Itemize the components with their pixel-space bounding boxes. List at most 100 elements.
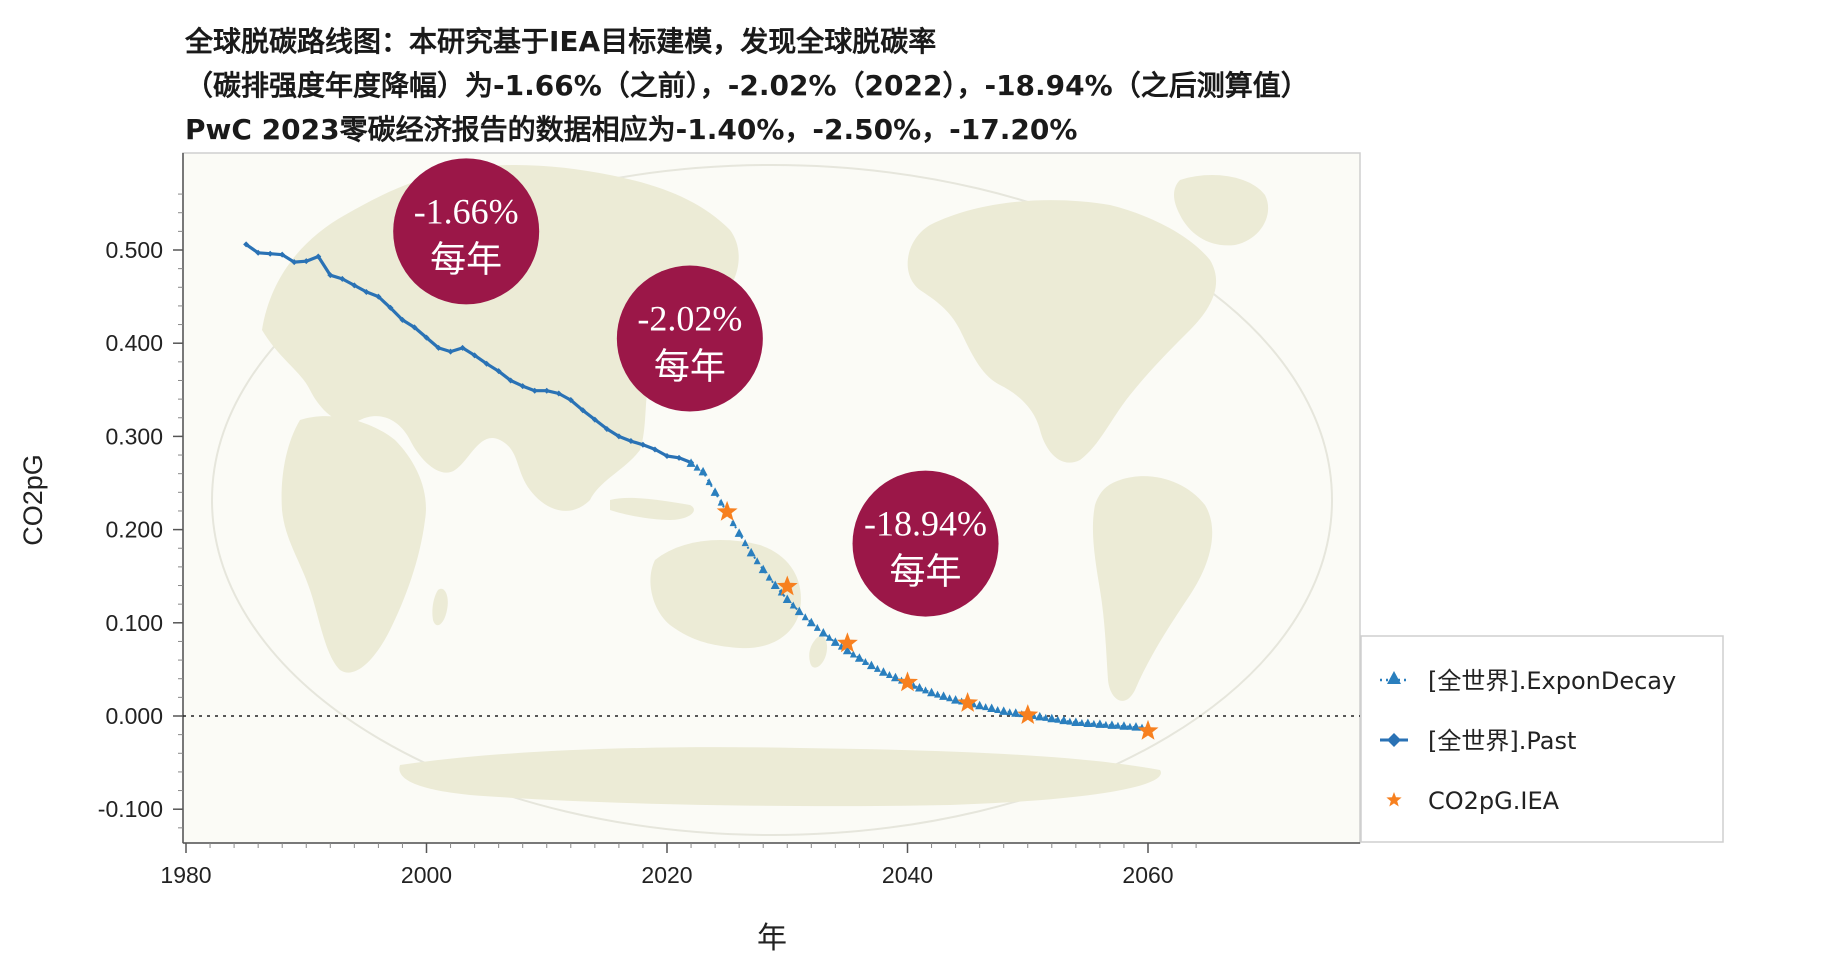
y-tick-label: 0.500	[105, 237, 163, 263]
rate-bubble-percent: -1.66%	[414, 191, 519, 231]
series-iea-star	[897, 671, 918, 692]
y-tick-label: 0.100	[105, 610, 163, 636]
series-expondecay-point	[1078, 718, 1086, 726]
series-expondecay-point	[1071, 717, 1081, 727]
series-expondecay-point	[741, 539, 749, 547]
series-past-point	[327, 272, 334, 279]
series-past-point	[243, 241, 250, 248]
map-land-indonesia	[610, 497, 694, 520]
series-expondecay-point	[922, 686, 930, 694]
series-expondecay-point	[1006, 708, 1014, 716]
series-past-point	[363, 288, 370, 295]
map-land-new-zealand	[809, 635, 828, 668]
series-past-point	[447, 348, 454, 355]
chart-title-line-1: 全球脱碳路线图：本研究基于IEA目标建模，发现全球脱碳率	[185, 25, 937, 58]
x-tick-label: 1980	[160, 862, 211, 888]
series-expondecay-point	[698, 466, 708, 476]
y-axis-label: CO2pG	[18, 454, 48, 546]
y-tick-label: 0.300	[105, 423, 163, 449]
series-past-point	[567, 397, 574, 404]
series-expondecay-point	[951, 695, 961, 704]
series-past-point	[411, 324, 418, 331]
series-expondecay-point	[825, 633, 833, 641]
rate-bubble-percent: -2.02%	[637, 299, 742, 339]
series-past-point	[555, 390, 562, 397]
series-past-point	[603, 425, 610, 432]
rate-bubble-unit: 每年	[654, 347, 726, 387]
map-land-eurasia	[262, 164, 739, 511]
map-land-africa	[281, 416, 426, 673]
world-map-background	[211, 164, 1333, 836]
series-expondecay-point	[758, 564, 768, 574]
series-past-point	[507, 377, 514, 384]
series-expondecay-point	[873, 664, 881, 672]
series-expondecay-point	[818, 628, 828, 637]
x-ticks: 1980 2000 2020 2040 2060	[160, 843, 1174, 888]
series-past-point	[315, 253, 322, 260]
series-past-point	[676, 454, 683, 461]
series-expondecay-point	[710, 487, 720, 496]
series-expondecay-point	[1059, 715, 1069, 725]
series-iea-star	[776, 575, 798, 596]
series-expondecay-point	[1035, 711, 1045, 721]
series-past-point	[399, 316, 406, 323]
series-expondecay-point	[927, 687, 937, 697]
legend-triangle-icon	[1387, 671, 1401, 684]
series-expondecay-point	[946, 694, 954, 702]
y-ticks: -0.100 0.000 0.100 0.200 0.300 0.400 0.500	[98, 237, 183, 822]
series-expondecay-point	[915, 683, 925, 692]
map-land-north-america	[907, 200, 1217, 463]
rate-bubble: -18.94% 每年	[852, 470, 999, 617]
y-tick-label: -0.100	[98, 796, 163, 822]
rate-bubble: -2.02% 每年	[616, 265, 763, 412]
series-past-point	[483, 360, 490, 367]
series-expondecay-point	[1066, 717, 1074, 725]
series-expondecay-point	[705, 478, 713, 486]
series-expondecay-point	[866, 660, 876, 670]
series-past-point	[255, 249, 262, 256]
series-expondecay-point	[1114, 721, 1122, 729]
plot-area	[182, 152, 1361, 844]
series-expondecay-point	[813, 623, 821, 631]
y-axis: -0.100 0.000 0.100 0.200 0.300 0.400 0.500 CO2…	[18, 153, 184, 843]
series-expondecay-point	[801, 613, 809, 621]
map-land-south-america	[1092, 476, 1213, 701]
series-expondecay-point	[1047, 713, 1057, 723]
map-land-madagascar	[432, 588, 448, 626]
series-expondecay-point	[734, 528, 744, 537]
legend-label-expondecay: [全世界].ExponDecay	[1428, 667, 1676, 695]
series-past-point	[471, 352, 478, 359]
series-expondecay-point	[939, 691, 949, 700]
rate-bubbles: -1.66% 每年 -2.02% 每年 -18.94% 每年	[393, 158, 999, 617]
rate-bubble-unit: 每年	[430, 239, 502, 279]
series-expondecay-point	[1083, 718, 1093, 727]
rate-bubble-percent: -18.94%	[864, 504, 987, 544]
series-expondecay-point	[1011, 708, 1021, 717]
series-past-point	[579, 407, 586, 414]
rate-bubble-unit: 每年	[890, 552, 962, 592]
series-expondecay-point	[789, 601, 797, 609]
series-expondecay-point	[1131, 722, 1141, 731]
series-expondecay-point	[1042, 713, 1050, 721]
series-expondecay-point	[1119, 721, 1129, 730]
series-expondecay-point	[878, 667, 888, 676]
series-past-point	[591, 416, 598, 423]
series-past-point	[519, 383, 526, 390]
series-expondecay-point	[770, 580, 780, 590]
rate-bubble-circle	[616, 265, 763, 412]
chart-title-line-2: （碳排强度年度降幅）为-1.66%（之前），-2.02%（2022），-18.9…	[185, 69, 1309, 102]
legend-diamond-icon	[1387, 733, 1401, 747]
legend-item-expondecay: [全世界].ExponDecay	[1380, 667, 1676, 695]
series-expondecay-point	[1102, 720, 1110, 728]
series-expondecay-point	[934, 690, 942, 698]
y-tick-label: 0.200	[105, 517, 163, 543]
series-past-point	[435, 344, 442, 351]
series-layer	[243, 241, 1159, 740]
series-iea-star	[836, 632, 858, 653]
series-past-point	[664, 452, 670, 459]
series-expondecay-point	[794, 606, 804, 616]
series-past-point	[495, 368, 502, 375]
series-expondecay-point	[861, 657, 869, 665]
chart-title-line-3: PwC 2023零碳经济报告的数据相应为-1.40%，-2.50%，-17.20…	[185, 113, 1078, 146]
